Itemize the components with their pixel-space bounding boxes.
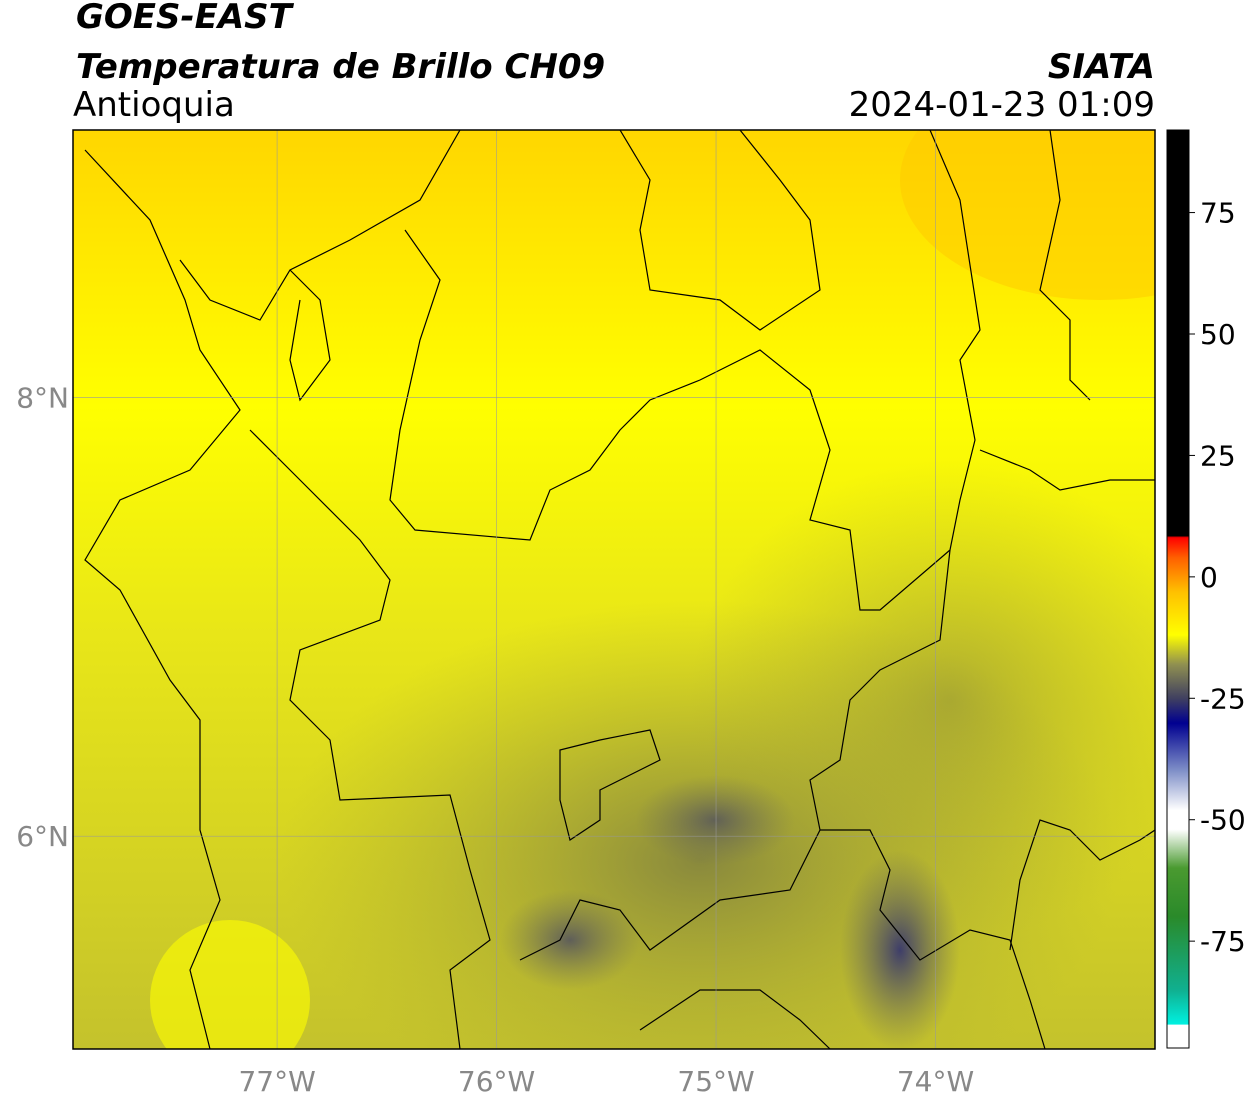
colorbar-tick-label: 0	[1200, 561, 1218, 594]
colorbar-tick-label: -25	[1200, 682, 1246, 715]
y-tick-label: 6°N	[16, 820, 69, 853]
colorbar-tick-label: 50	[1200, 318, 1236, 351]
colorbar-tick-label: 25	[1200, 439, 1236, 472]
product: Temperatura de Brillo CH09	[76, 47, 605, 87]
region: Antioquia	[73, 85, 235, 125]
datetime: 2024-01-23 01:09	[849, 85, 1155, 125]
colorbar	[1166, 129, 1190, 1049]
x-tick-label: 74°W	[897, 1065, 974, 1098]
satellite: GOES-EAST	[76, 0, 295, 37]
map-frame	[72, 129, 1156, 1050]
x-tick-label: 77°W	[238, 1065, 315, 1098]
y-tick-label: 8°N	[16, 382, 69, 415]
colorbar-tick-label: -75	[1200, 925, 1246, 958]
x-tick-label: 76°W	[458, 1065, 535, 1098]
colorbar-tick-label: -50	[1200, 804, 1246, 837]
source: SIATA	[1048, 47, 1155, 87]
colorbar-tick-label: 75	[1200, 197, 1236, 230]
map-image	[73, 130, 1155, 1049]
x-tick-label: 75°W	[677, 1065, 754, 1098]
